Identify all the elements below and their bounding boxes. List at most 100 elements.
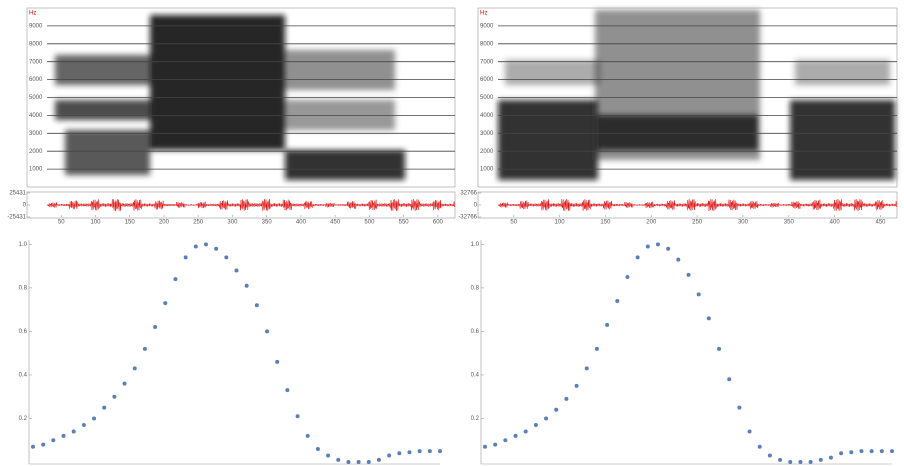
point [193, 244, 198, 249]
point [869, 449, 874, 454]
point [295, 414, 300, 419]
x-tick-label: 600 [433, 220, 444, 226]
y-tick-label: 1000 [480, 167, 494, 173]
y-tick-label: 7000 [29, 59, 43, 65]
x-tick-label: 400 [830, 220, 841, 226]
point [305, 433, 310, 438]
point [574, 383, 579, 388]
point [61, 433, 66, 438]
point [92, 416, 97, 421]
point [407, 450, 412, 455]
y-tick-label: 9000 [480, 23, 494, 29]
y-tick-label: 1.0 [19, 242, 28, 248]
point [706, 316, 711, 321]
point [747, 429, 752, 434]
x-tick-label: 400 [296, 220, 307, 226]
y-tick-label: -32766 [458, 215, 477, 221]
point [427, 449, 432, 454]
x-tick-label: 450 [875, 220, 886, 226]
point [285, 388, 290, 393]
point [163, 301, 168, 306]
spectrogram-texture-left [55, 15, 405, 180]
point [244, 283, 249, 288]
point [615, 298, 620, 303]
y-tick-label: 32766 [460, 191, 477, 197]
point [153, 325, 158, 330]
point [513, 433, 518, 438]
point [336, 457, 341, 462]
y-tick-label: 25431 [9, 191, 26, 197]
point [788, 460, 793, 464]
x-tick-label: 350 [262, 220, 273, 226]
y-tick-label: 0.4 [19, 373, 28, 379]
point [564, 396, 569, 401]
point [356, 460, 361, 464]
y-tick-label: 0.2 [471, 416, 480, 422]
point [757, 444, 762, 449]
y-tick-label: 9000 [29, 23, 43, 29]
point [122, 381, 127, 386]
point [767, 453, 772, 458]
x-tick-label: 100 [90, 220, 101, 226]
y-tick-label: 0.6 [471, 329, 480, 335]
y-tick-label: 0.8 [471, 285, 480, 291]
point [224, 255, 229, 260]
point [275, 359, 280, 364]
spectrogram-texture-right [498, 10, 895, 180]
point [818, 457, 823, 462]
point [645, 244, 650, 249]
point [778, 457, 783, 462]
y-tick-label: 0.4 [471, 373, 480, 379]
y-tick-label: 0.2 [19, 416, 28, 422]
x-tick-label: 50 [58, 220, 65, 226]
point [203, 242, 208, 247]
y-tick-label: 5000 [480, 95, 494, 101]
point [326, 453, 331, 458]
waveform-trace [46, 198, 456, 212]
x-tick-label: 250 [692, 220, 703, 226]
x-tick-label: 200 [646, 220, 657, 226]
y-tick-label: 0 [474, 203, 478, 209]
x-tick-label: 150 [600, 220, 611, 226]
y-tick-label: 2000 [29, 149, 43, 155]
x-tick-label: 500 [364, 220, 375, 226]
point [31, 444, 35, 449]
point [808, 460, 813, 464]
x-tick-label: 100 [555, 220, 566, 226]
point [839, 451, 844, 456]
point [214, 246, 219, 251]
waveform-trace [497, 198, 898, 212]
point [879, 449, 884, 454]
point [102, 405, 107, 410]
point [346, 460, 351, 464]
y-tick-label: 4000 [29, 113, 43, 119]
point [438, 449, 442, 454]
y-tick-label: 8000 [29, 41, 43, 47]
point [112, 394, 117, 399]
point [828, 455, 833, 460]
point [686, 272, 691, 277]
x-tick-label: 350 [784, 220, 795, 226]
point [554, 407, 559, 412]
point [696, 292, 701, 297]
y-tick-label: 1000 [29, 167, 43, 173]
y-tick-label: 8000 [480, 41, 494, 47]
x-tick-label: 50 [510, 220, 517, 226]
y-tick-label: 0.8 [19, 285, 28, 291]
y-tick-label: 1.0 [471, 242, 480, 248]
point [132, 366, 137, 371]
y-tick-label: 4000 [480, 113, 494, 119]
x-tick-label: 300 [738, 220, 749, 226]
point [81, 423, 86, 427]
point [387, 453, 392, 458]
y-tick-label: 0.6 [19, 329, 28, 335]
point [483, 444, 487, 449]
y-tick-label: -25431 [7, 215, 26, 221]
axis-label: Hz [29, 11, 36, 17]
point [41, 442, 46, 447]
y-tick-label: 3000 [480, 131, 494, 137]
y-tick-label: 6000 [480, 77, 494, 83]
x-tick-label: 150 [125, 220, 136, 226]
point [605, 322, 610, 327]
